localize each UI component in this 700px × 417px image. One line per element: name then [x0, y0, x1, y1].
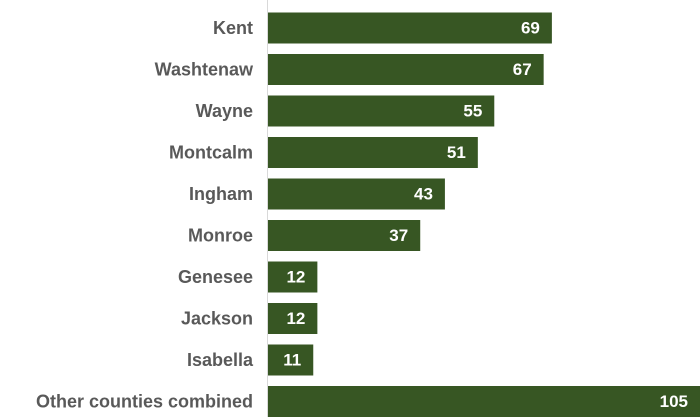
value-label: 67 [513, 60, 532, 79]
bar [268, 344, 314, 376]
category-label: Montcalm [169, 143, 253, 163]
category-label: Monroe [188, 226, 253, 246]
value-label: 43 [414, 185, 433, 204]
category-label: Isabella [187, 350, 254, 370]
value-label: 51 [447, 143, 466, 162]
category-label: Kent [213, 18, 253, 38]
category-label: Ingham [189, 184, 253, 204]
value-label: 105 [660, 392, 688, 411]
category-label: Wayne [196, 101, 253, 121]
value-label: 55 [463, 102, 482, 121]
value-label: 11 [283, 351, 301, 370]
bar [268, 178, 445, 210]
value-label: 12 [286, 309, 305, 328]
bar [268, 95, 495, 127]
value-label: 69 [521, 19, 540, 38]
bar [268, 12, 552, 44]
category-label: Jackson [181, 309, 253, 329]
bar [268, 220, 421, 251]
value-label: 37 [389, 226, 408, 245]
bar [268, 137, 478, 168]
bars-group: Kent 69 Washtenaw 67 Wayne 55 Montcalm 51 Ingham… [36, 12, 700, 417]
bar [268, 303, 318, 334]
bar [268, 54, 544, 85]
category-label: Other counties combined [36, 392, 253, 412]
category-label: Washtenaw [155, 60, 254, 80]
bar [268, 261, 318, 293]
bar [268, 386, 700, 417]
category-label: Genesee [178, 267, 253, 287]
value-label: 12 [286, 268, 305, 287]
